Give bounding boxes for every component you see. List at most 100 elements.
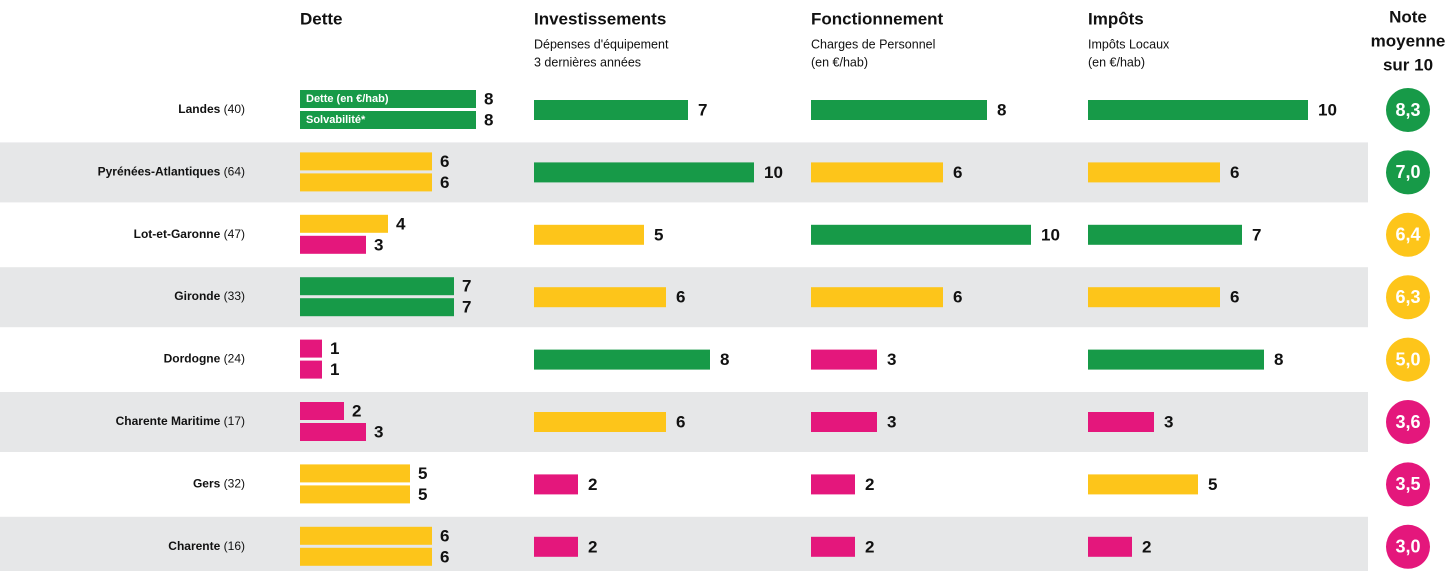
- row-code: (32): [224, 477, 245, 491]
- bar: [300, 402, 344, 420]
- bar-value: 5: [654, 225, 663, 244]
- row-code: (64): [224, 165, 245, 179]
- column-title: Fonctionnement: [811, 9, 944, 28]
- bar: [300, 90, 476, 108]
- bar-value: 6: [1230, 163, 1239, 182]
- bar: [300, 526, 432, 545]
- bar-value: 2: [1142, 537, 1151, 556]
- bar: [1088, 349, 1264, 370]
- bar: [811, 224, 1031, 245]
- bar-value: 6: [440, 152, 449, 171]
- row-name: Gers: [193, 477, 221, 491]
- bar: [534, 474, 578, 495]
- bar-legend: Solvabilité*: [306, 114, 366, 126]
- bar-value: 2: [352, 401, 361, 420]
- bar: [300, 235, 366, 254]
- bar: [300, 360, 322, 379]
- bar-value: 5: [418, 464, 427, 483]
- bar: [534, 100, 688, 120]
- note-circle: [1386, 212, 1430, 257]
- row-label: Pyrénées-Atlantiques (64): [98, 165, 245, 179]
- bar-value: 7: [462, 277, 471, 296]
- bar-value: 3: [1164, 412, 1173, 431]
- row-name: Charente Maritime: [116, 414, 221, 428]
- bar-value: 8: [720, 350, 729, 369]
- bar: [1088, 162, 1220, 183]
- bar: [300, 298, 454, 317]
- bar: [300, 339, 322, 358]
- bar-value: 7: [698, 100, 707, 119]
- note-label: 7,0: [1395, 162, 1420, 182]
- column-subtitle: Charges de Personnel: [811, 37, 935, 51]
- bar: [534, 162, 754, 183]
- row-code: (33): [224, 289, 245, 303]
- row-name: Pyrénées-Atlantiques: [98, 165, 221, 179]
- bar-value: 3: [887, 350, 896, 369]
- note-header: sur 10: [1383, 55, 1433, 74]
- note-label: 6,3: [1395, 287, 1420, 307]
- bar: [300, 464, 410, 483]
- bar: [300, 214, 388, 233]
- bar: [300, 173, 432, 192]
- column-subtitle: Dépenses d'équipement: [534, 37, 669, 51]
- bar: [300, 152, 432, 171]
- row-label: Lot-et-Garonne (47): [134, 227, 245, 241]
- bar: [811, 287, 943, 308]
- bar: [1088, 474, 1198, 495]
- row-code: (47): [224, 227, 245, 241]
- bar: [1088, 224, 1242, 245]
- row-label: Charente (16): [168, 539, 245, 553]
- row-code: (40): [224, 102, 245, 116]
- bar: [1088, 287, 1220, 308]
- bar-value: 8: [1274, 350, 1283, 369]
- bar: [534, 349, 710, 370]
- bar: [811, 100, 987, 120]
- row-code: (17): [224, 414, 245, 428]
- bar: [811, 349, 877, 370]
- note-header: Note: [1389, 7, 1427, 26]
- bar-value: 3: [374, 235, 383, 254]
- bar-value: 8: [484, 110, 493, 129]
- row-label: Gers (32): [193, 477, 245, 491]
- row-name: Lot-et-Garonne: [134, 227, 221, 241]
- bar-value: 1: [330, 360, 339, 379]
- bar-value: 4: [396, 214, 406, 233]
- note-circle: [1386, 150, 1430, 195]
- column-subtitle: (en €/hab): [811, 55, 868, 69]
- bar: [1088, 412, 1154, 432]
- bar-value: 1: [330, 339, 339, 358]
- bar-value: 8: [484, 89, 493, 108]
- note-circle: [1386, 400, 1430, 444]
- bar-value: 6: [440, 547, 449, 566]
- bar-value: 8: [997, 100, 1006, 119]
- bar: [534, 412, 666, 432]
- column-subtitle: 3 dernières années: [534, 55, 641, 69]
- note-circle: [1386, 337, 1430, 382]
- row-name: Landes: [178, 102, 220, 116]
- bar-value: 6: [676, 288, 685, 307]
- bar-value: 6: [440, 526, 449, 545]
- column-title: Dette: [300, 9, 343, 28]
- row-name: Dordogne: [164, 352, 221, 366]
- row-label: Dordogne (24): [164, 352, 245, 366]
- bar: [534, 224, 644, 245]
- row-label: Gironde (33): [174, 289, 245, 303]
- note-circle: [1386, 88, 1430, 132]
- bar-legend: Dette (en €/hab): [306, 93, 389, 105]
- bar-value: 6: [1230, 288, 1239, 307]
- bar: [1088, 100, 1308, 120]
- note-header: moyenne: [1371, 31, 1446, 50]
- row-label: Charente Maritime (17): [116, 414, 245, 428]
- row-band: [0, 516, 1368, 571]
- bar-value: 3: [374, 422, 383, 441]
- note-label: 3,6: [1395, 412, 1420, 432]
- bar-value: 6: [440, 173, 449, 192]
- bar: [300, 111, 476, 129]
- bar-value: 7: [1252, 225, 1261, 244]
- row-code: (24): [224, 352, 245, 366]
- row-name: Charente: [168, 539, 220, 553]
- note-circle: [1386, 275, 1430, 320]
- bar-value: 2: [865, 537, 874, 556]
- bar: [300, 277, 454, 296]
- column-subtitle: Impôts Locaux: [1088, 37, 1170, 51]
